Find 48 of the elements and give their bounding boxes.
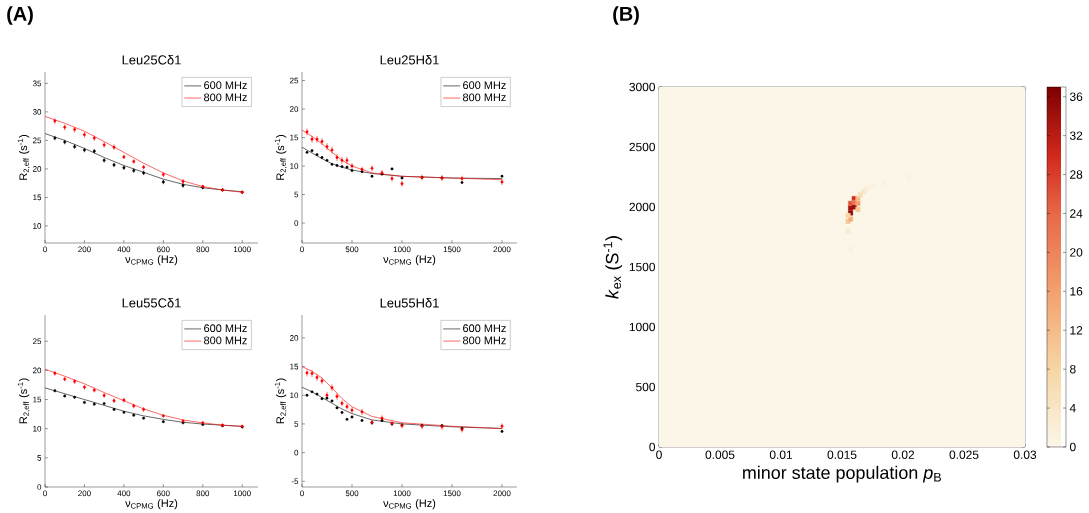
y-tick-label: 2500	[629, 142, 656, 152]
x-tick-label: 0.005	[705, 450, 735, 459]
legend-label: 800 MHz	[462, 93, 506, 102]
chart-title: Leu25Cδ1	[122, 54, 181, 65]
x-tick-label: 0	[656, 450, 662, 459]
x-axis-title: minor state population p$_{B}$	[743, 465, 941, 483]
color-bar-label: 0	[1069, 442, 1076, 452]
color-bar-label: 16	[1070, 287, 1083, 296]
legend-label: 800 MHz	[462, 336, 506, 345]
y-tick-label: 500	[636, 382, 656, 392]
x-axis-title: ν$_{CPMG}$ (Hz)	[383, 499, 436, 510]
color-bar-label: 32	[1069, 131, 1083, 140]
y-axis-title: R$_{2,eff}$ (s$^{-1}$)	[274, 135, 287, 180]
color-bar-label: 8	[1070, 364, 1076, 374]
x-tick-label: 0.03	[1013, 450, 1037, 459]
color-bar-label: 12	[1070, 326, 1083, 335]
x-axis-title: ν$_{CPMG}$ (Hz)	[383, 255, 436, 266]
text: (B)	[613, 6, 639, 25]
y-axis-title: R$_{2,eff}$ (s$^{-1}$)	[17, 135, 30, 180]
y-axis-title: k$_{ex}$ (S$^{-1}$)	[603, 236, 623, 299]
y-axis-title: R$_{2,eff}$ (s$^{-1}$)	[274, 378, 287, 424]
y-axis-title: R$_{2,eff}$ (s$^{-1}$)	[17, 378, 30, 424]
chart-title: Leu55Cδ1	[122, 297, 181, 308]
y-tick-label: 1000	[629, 322, 656, 332]
chart-title: Leu25Hδ1	[380, 54, 439, 65]
legend-label: 600 MHz	[204, 324, 247, 333]
x-axis-title: ν$_{CPMG}$ (Hz)	[125, 255, 178, 266]
x-tick-label: 0.025	[949, 450, 979, 459]
legend-label: 600 MHz	[463, 324, 506, 333]
x-tick-label: 0.015	[827, 450, 857, 459]
text: (A)	[7, 6, 33, 25]
color-bar-label: 20	[1070, 248, 1083, 257]
legend-label: 800 MHz	[204, 93, 247, 102]
legend-label: 800 MHz	[204, 336, 247, 345]
y-tick-label: 3000	[629, 82, 656, 92]
color-bar-label: 28	[1070, 170, 1083, 179]
color-bar-label: 24	[1070, 209, 1083, 218]
legend-label: 600 MHz	[463, 81, 506, 90]
chart-title: Leu55Hδ1	[380, 297, 439, 308]
y-tick-label: 2000	[629, 202, 656, 212]
legend-label: 600 MHz	[204, 81, 247, 90]
color-bar-label: 36	[1069, 92, 1083, 101]
x-tick-label: 0.02	[891, 450, 915, 459]
y-tick-label: 0	[649, 442, 656, 452]
y-tick-label: 1500	[629, 262, 656, 272]
x-tick-label: 0.01	[769, 450, 793, 459]
x-axis-title: ν$_{CPMG}$ (Hz)	[125, 499, 178, 510]
color-bar-label: 4	[1069, 403, 1076, 413]
